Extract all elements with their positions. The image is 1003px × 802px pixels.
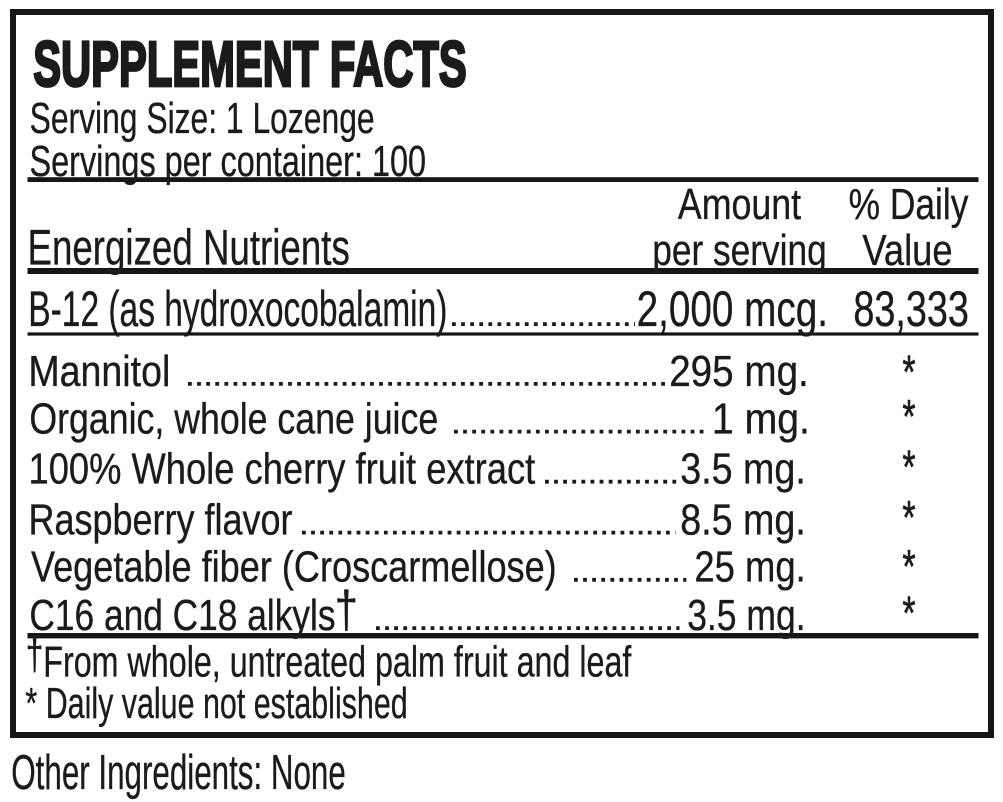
svg-text:295 mg.: 295 mg. [669, 347, 809, 396]
svg-text:83,333: 83,333 [853, 281, 969, 337]
svg-text:% Daily: % Daily [849, 180, 969, 229]
svg-text:B-12 (as hydroxocobalamin): B-12 (as hydroxocobalamin) [28, 281, 447, 337]
svg-text:Amount: Amount [678, 180, 801, 229]
svg-text:Raspberry flavor: Raspberry flavor [29, 496, 293, 545]
svg-text:*: * [902, 539, 915, 592]
svg-text:Energized Nutrients: Energized Nutrients [28, 220, 350, 276]
svg-text:Vegetable fiber (Croscarmellos: Vegetable fiber (Croscarmellose) [31, 543, 557, 592]
svg-text:25 mg.: 25 mg. [694, 543, 805, 592]
svg-text:C16 and C18 alkyls: C16 and C18 alkyls [29, 591, 335, 640]
svg-text:*: * [902, 345, 915, 398]
svg-text:Servings per container: 100: Servings per container: 100 [30, 137, 427, 186]
svg-text:*: * [902, 440, 915, 493]
svg-text:Serving Size: 1 Lozenge: Serving Size: 1 Lozenge [30, 94, 375, 143]
svg-text:*: * [902, 491, 915, 544]
svg-text:per serving: per serving [652, 226, 827, 275]
svg-text:Mannitol: Mannitol [28, 347, 170, 396]
svg-text:†: † [335, 581, 358, 639]
svg-text:Organic, whole cane juice: Organic, whole cane juice [29, 395, 438, 444]
svg-text:From whole, untreated palm fru: From whole, untreated palm fruit and lea… [43, 637, 632, 686]
svg-text:3.5 mg.: 3.5 mg. [687, 591, 805, 640]
svg-text:Other Ingredients: None: Other Ingredients: None [11, 746, 346, 800]
svg-text:8.5 mg.: 8.5 mg. [680, 496, 806, 545]
svg-text:* Daily value not established: * Daily value not established [25, 679, 407, 728]
svg-text:†: † [26, 632, 44, 680]
svg-text:Value: Value [862, 226, 952, 275]
svg-text:100% Whole cherry fruit extrac: 100% Whole cherry fruit extract [29, 445, 536, 494]
svg-text:2,000 mcg.: 2,000 mcg. [637, 281, 828, 337]
svg-text:*: * [902, 390, 915, 443]
svg-text:1 mg.: 1 mg. [712, 395, 810, 444]
svg-text:*: * [902, 586, 915, 639]
svg-text:3.5 mg.: 3.5 mg. [680, 445, 806, 494]
svg-text:SUPPLEMENT FACTS: SUPPLEMENT FACTS [33, 28, 467, 100]
